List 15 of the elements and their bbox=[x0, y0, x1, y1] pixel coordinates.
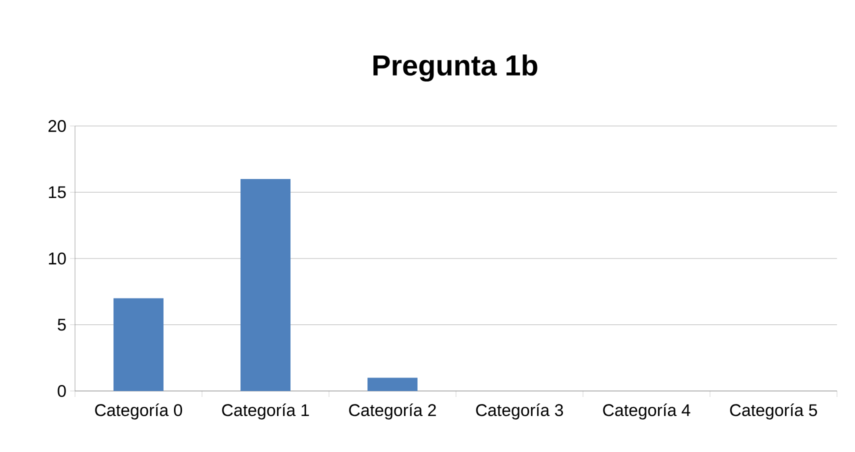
chart-title: Pregunta 1b bbox=[373, 54, 538, 82]
x-tick-label: Categoría 3 bbox=[476, 404, 563, 420]
x-tick-label: Categoría 2 bbox=[349, 404, 436, 420]
y-tick-label: 0 bbox=[58, 384, 66, 397]
x-tick-label: Categoría 1 bbox=[222, 404, 309, 420]
y-tick-label: 10 bbox=[48, 252, 66, 264]
x-tick-label: Categoría 0 bbox=[95, 404, 182, 420]
bar bbox=[368, 378, 418, 391]
y-tick-label: 20 bbox=[48, 120, 66, 132]
y-tick-label: 5 bbox=[58, 318, 66, 331]
bar bbox=[240, 178, 291, 391]
x-tick-label: Categoría 4 bbox=[603, 404, 690, 420]
y-tick-label: 15 bbox=[48, 186, 66, 198]
x-tick-label: Categoría 5 bbox=[730, 404, 818, 420]
bar bbox=[114, 298, 164, 391]
